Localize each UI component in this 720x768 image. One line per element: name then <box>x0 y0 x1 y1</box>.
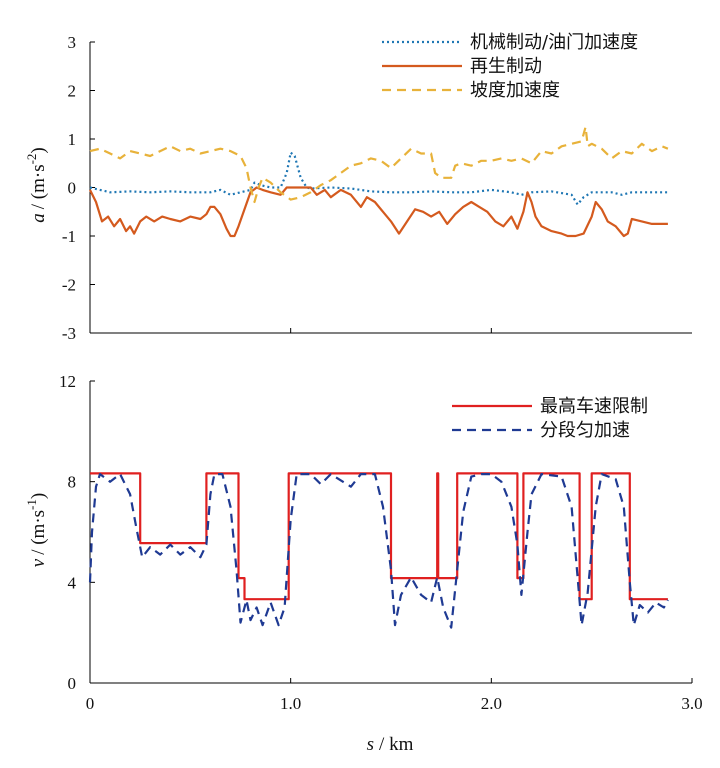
velocity-axes: 12 8 4 00 1.0 2.0 3.0 <box>59 372 703 713</box>
legend-label-0: 最高车速限制 <box>540 396 648 417</box>
y-tick-label: 12 <box>59 372 76 391</box>
legend-label-1: 分段匀加速 <box>540 420 630 441</box>
y-tick-label: -3 <box>62 324 76 343</box>
velocity-y-axis-label: v/ (m·s-1) <box>24 493 49 567</box>
y-tick-label: -2 <box>62 276 76 295</box>
x-tick-label: 1.0 <box>280 694 301 713</box>
y-tick-label: 8 <box>68 473 77 492</box>
x-tick-label: 0 <box>86 694 95 713</box>
accel-axes: 3 2 1 0 -1 -2 -3 <box>62 33 692 343</box>
series-line-0 <box>89 151 668 206</box>
x-tick-label: 2.0 <box>481 694 502 713</box>
distance-x-axis-label: s / km <box>367 734 414 755</box>
y-tick-label: 0 <box>68 674 77 693</box>
legend-label-1: 再生制动 <box>470 56 542 77</box>
y-tick-label: 0 <box>68 179 77 198</box>
series-line-0 <box>90 472 668 601</box>
velocity-series-group <box>88 472 669 629</box>
y-tick-label: 4 <box>68 573 77 592</box>
y-tick-label: 2 <box>68 82 77 101</box>
accel-y-axis-label: a/ (m·s-2) <box>24 147 49 223</box>
x-tick-label: 3.0 <box>681 694 702 713</box>
series-line-1 <box>88 473 669 629</box>
legend-label-0: 机械制动/油门加速度 <box>470 32 638 53</box>
y-tick-label: -1 <box>62 227 76 246</box>
series-line-2 <box>89 125 669 204</box>
y-tick-label: 1 <box>68 130 77 149</box>
accel-series-group <box>89 125 669 238</box>
legend-label-2: 坡度加速度 <box>470 80 560 101</box>
series-line-1 <box>89 186 668 238</box>
y-tick-label: 3 <box>68 33 77 52</box>
